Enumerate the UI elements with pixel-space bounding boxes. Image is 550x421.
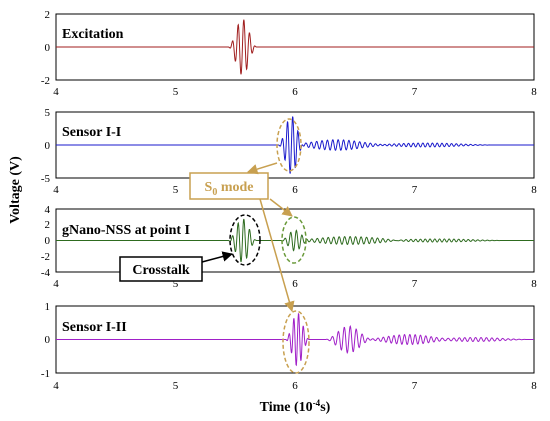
y-tick-label: -2	[41, 251, 50, 263]
panel-sensor-i-i: Sensor I-I 5 0 -5 4 5 6 7 8	[41, 107, 537, 196]
y-tick-labels: 1 0 -1	[41, 301, 51, 380]
x-tick-label: 8	[531, 278, 537, 290]
y-tick-label: -2	[41, 75, 50, 87]
y-tick-labels: 4 2 0 -2 -4	[41, 204, 51, 279]
x-tick-label: 5	[173, 184, 179, 196]
s0-arrow-to-box	[246, 162, 278, 175]
x-tick-label: 6	[292, 184, 298, 196]
y-tick-label: 0	[45, 235, 51, 247]
y-tick-label: -5	[41, 173, 51, 185]
y-tick-label: 1	[45, 301, 51, 313]
panel-title: Excitation	[62, 27, 124, 42]
x-tick-label: 4	[53, 184, 59, 196]
s0-ellipse-sensor-i-i	[276, 118, 302, 172]
series-line	[56, 312, 534, 367]
panel-title: Sensor I-II	[62, 320, 127, 335]
x-tick-label: 6	[292, 278, 298, 290]
panel-title: Sensor I-I	[62, 125, 121, 140]
x-tick-label: 7	[412, 278, 418, 290]
y-tick-label: -1	[41, 368, 50, 380]
x-axis-label-exponent: -4	[313, 398, 321, 408]
y-tick-label: 0	[45, 140, 51, 152]
x-axis-label-unit: s)	[320, 400, 330, 415]
x-tick-label: 4	[53, 278, 59, 290]
y-axis-label: Voltage (V)	[8, 156, 23, 224]
y-tick-labels: 5 0 -5	[41, 107, 51, 185]
crosstalk-arrow	[201, 251, 234, 263]
s0-mode-label-subscript: 0	[212, 187, 217, 198]
x-tick-label: 6	[292, 380, 298, 392]
x-tick-label: 4	[53, 380, 59, 392]
x-tick-label: 5	[173, 278, 179, 290]
s0-arrow-to-gnano	[269, 198, 293, 217]
x-tick-label: 6	[292, 86, 298, 98]
s0-arrow-to-sensor-i-ii	[259, 198, 295, 313]
y-tick-label: 0	[45, 42, 51, 54]
x-axis-label: Time (10-4s)	[260, 398, 331, 415]
x-tick-labels: 4 5 6 7 8	[53, 184, 537, 196]
panel-excitation: Excitation 2 0 -2 4 5 6 7 8	[41, 9, 537, 98]
x-tick-label: 8	[531, 86, 537, 98]
s0-mode-label: S0 mode	[205, 180, 254, 198]
x-tick-label: 7	[412, 380, 418, 392]
s0-mode-label-tail: mode	[217, 180, 253, 195]
s0-ellipse-sensor-i-ii	[282, 310, 310, 374]
crosstalk-box	[119, 256, 203, 282]
x-tick-label: 8	[531, 184, 537, 196]
y-tick-labels: 2 0 -2	[41, 9, 51, 87]
x-tick-label: 8	[531, 380, 537, 392]
series-line	[56, 19, 534, 75]
x-tick-labels: 4 5 6 7 8	[53, 86, 537, 98]
s0-mode-box	[189, 172, 269, 200]
annotation-ellipses	[229, 118, 310, 374]
x-tick-label: 7	[412, 184, 418, 196]
crosstalk-annotation: Crosstalk	[119, 251, 234, 282]
x-tick-label: 4	[53, 86, 59, 98]
x-tick-labels: 4 5 6 7 8	[53, 380, 537, 392]
y-tick-label: -4	[41, 267, 51, 279]
x-tick-label: 5	[173, 86, 179, 98]
y-tick-label: 5	[45, 107, 51, 119]
y-tick-label: 2	[45, 9, 51, 21]
y-tick-label: 2	[45, 219, 51, 231]
s0-mode-annotation: S0 mode	[189, 162, 295, 313]
x-tick-labels: 4 5 6 7 8	[53, 278, 537, 290]
s0-mode-label-base: S	[205, 180, 213, 195]
series-line	[56, 218, 534, 263]
crosstalk-ellipse	[229, 214, 261, 266]
x-axis-label-main: Time (10	[260, 400, 313, 415]
x-tick-label: 7	[412, 86, 418, 98]
y-tick-label: 0	[45, 334, 51, 346]
panel-title: gNano-NSS at point I	[62, 223, 190, 238]
crosstalk-label: Crosstalk	[132, 263, 190, 278]
x-tick-label: 5	[173, 380, 179, 392]
s0-ellipse-gnano	[281, 216, 307, 264]
panel-sensor-i-ii: Sensor I-II 1 0 -1 4 5 6 7 8	[41, 301, 537, 392]
panel-gnano-nss: gNano-NSS at point I 4 2 0 -2 -4 4 5 6 7…	[41, 204, 537, 290]
y-tick-label: 4	[45, 204, 51, 216]
